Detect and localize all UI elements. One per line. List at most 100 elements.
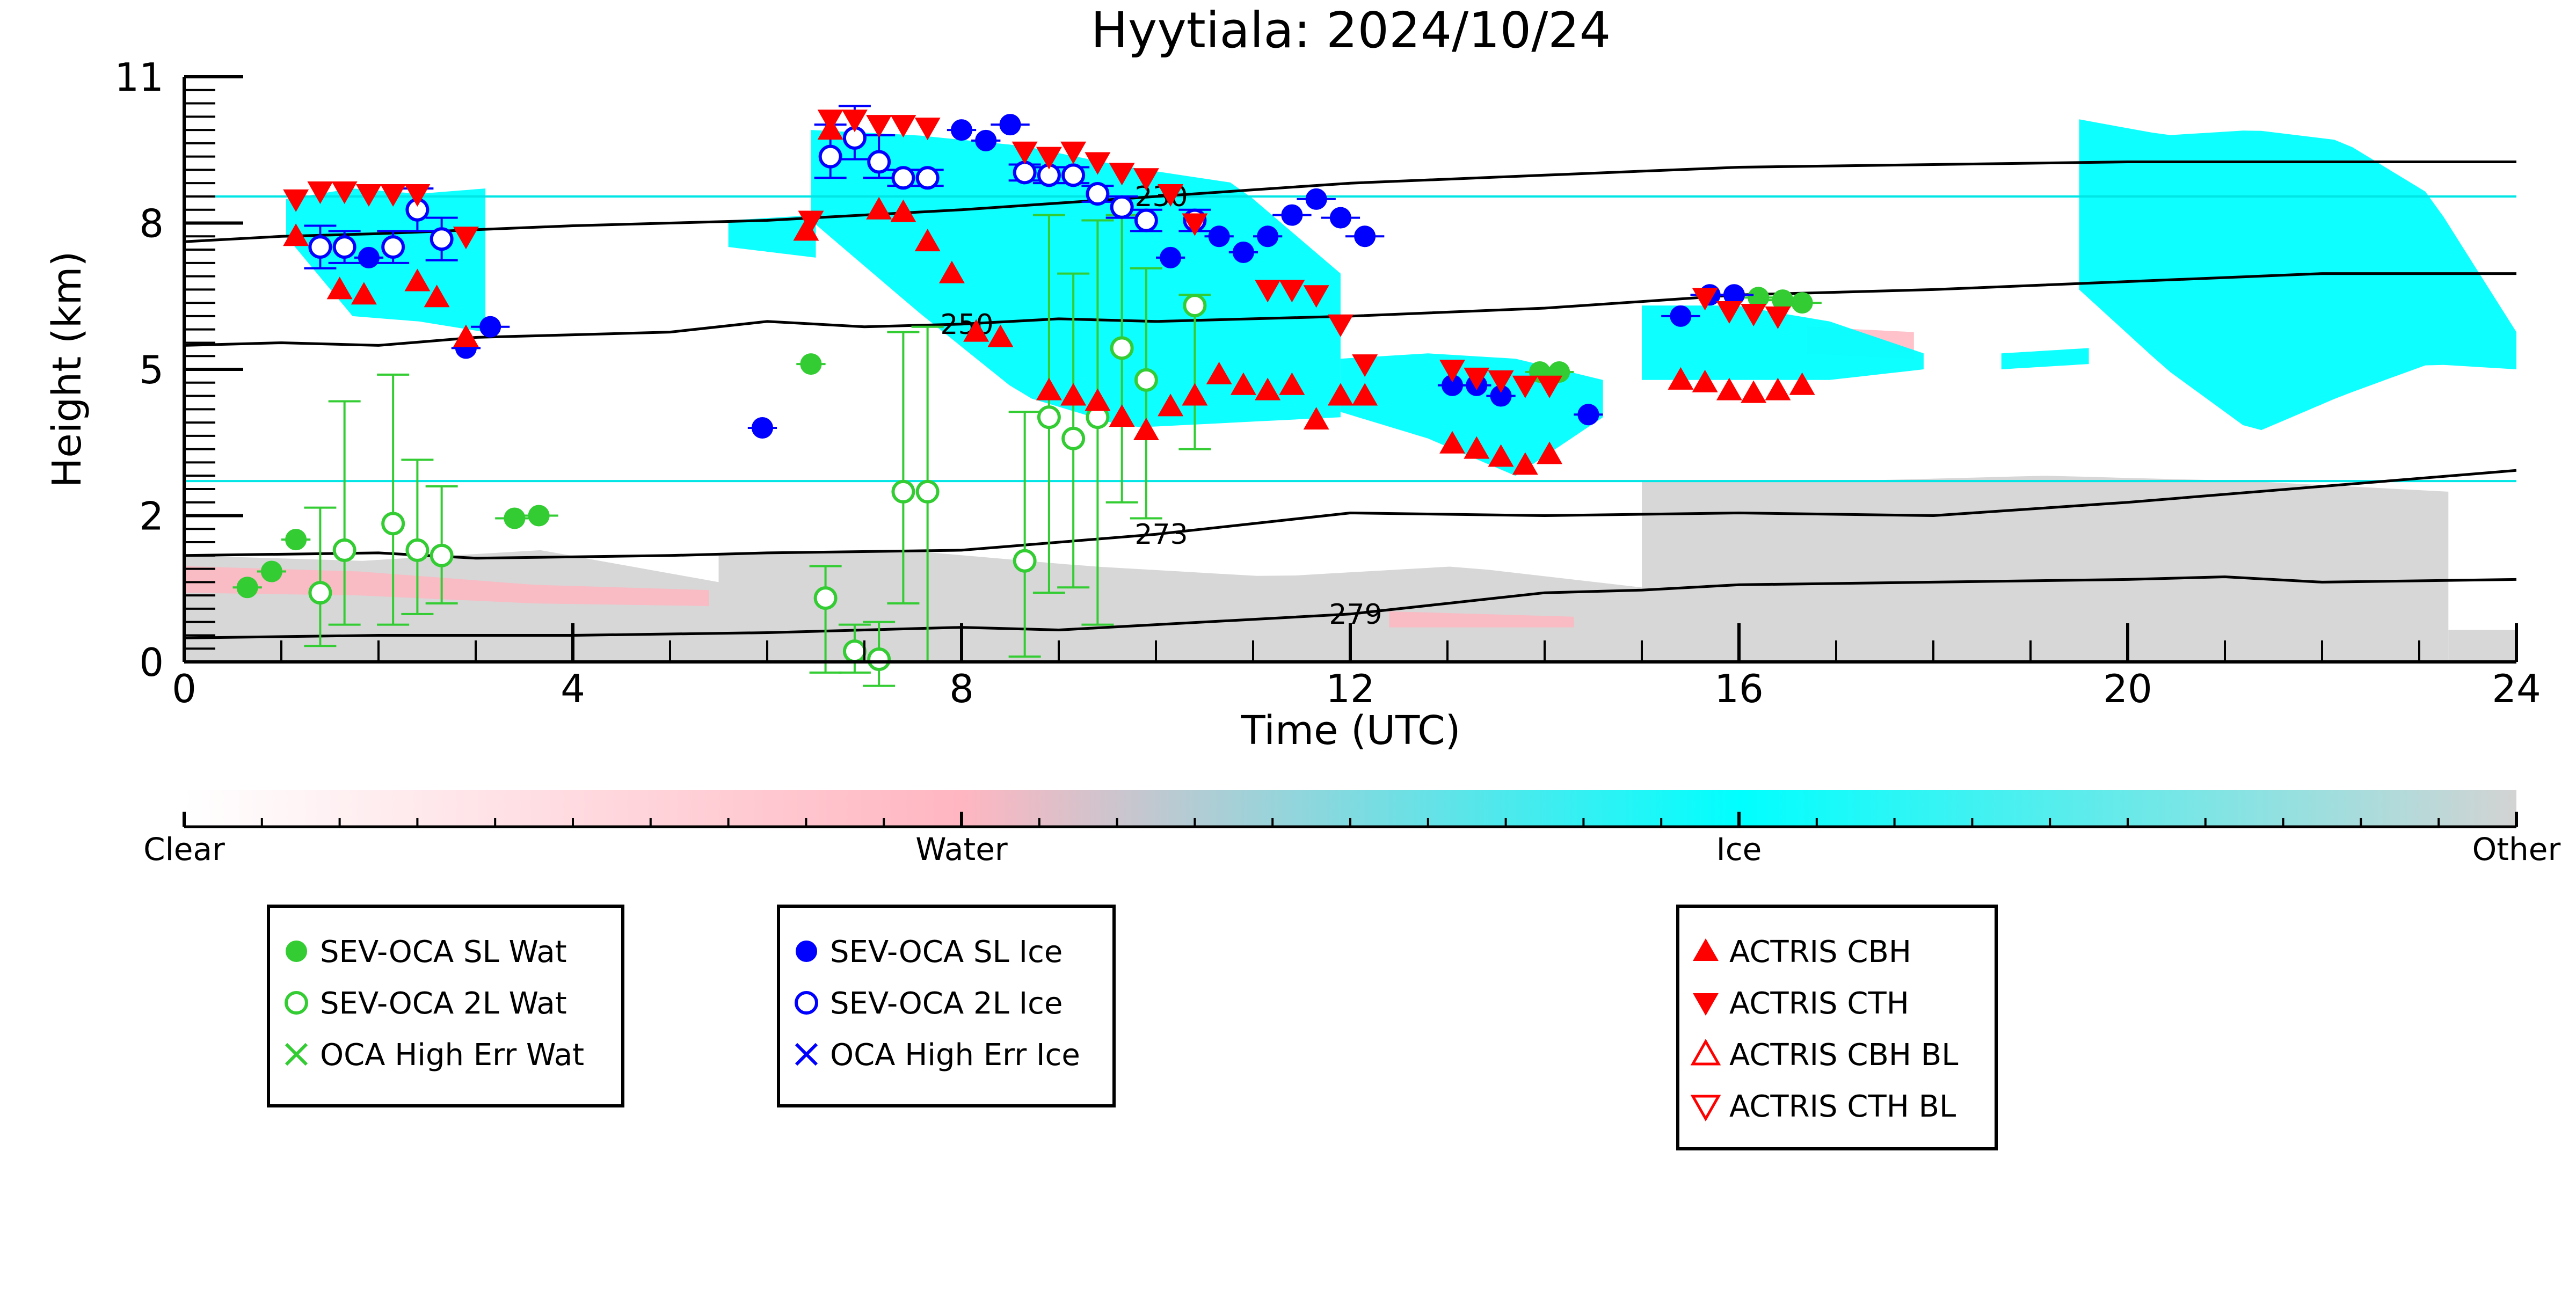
colorbar-label-clear: Clear [143, 831, 225, 868]
actris-cbh-bl-legend-marker [1690, 1038, 1721, 1066]
legend-frame [1676, 905, 1998, 1150]
actris-cbh-point [1439, 431, 1466, 454]
sev-oca-2l-ice-point [818, 144, 842, 169]
sev-oca-2l-ice-point [1013, 161, 1037, 185]
sev-oca-sl-ice-point [975, 129, 997, 151]
oca-high-err-ice-legend-marker [795, 1043, 818, 1066]
chart-title: Hyytiala: 2024/10/24 [1091, 2, 1611, 59]
sev-oca-sl-ice-point [1305, 188, 1327, 210]
sev-oca-sl-wat-legend-marker [286, 941, 307, 962]
actris-cbh-point [1109, 404, 1135, 427]
actris-cbh-point [1741, 380, 1767, 403]
legend-label: ACTRIS CTH BL [1729, 1089, 1956, 1124]
colorbar-label-ice: Ice [1716, 831, 1762, 868]
retrieval-markers [232, 105, 1822, 687]
sev-oca-2l-ice-point [430, 227, 454, 251]
ice-region [811, 130, 1341, 427]
sev-oca-sl-ice-point [358, 246, 380, 268]
actris-cbh-point [1327, 383, 1354, 406]
actris-cbh-point [1537, 441, 1563, 464]
actris-cth-point [283, 189, 309, 212]
legend: SEV-OCA SL Wat SEV-OCA 2L Wat OCA High Err… [267, 905, 1998, 1150]
actris-cth-point [331, 181, 358, 205]
actris-cbh-point [351, 282, 377, 305]
actris-cbh-point [866, 196, 892, 220]
actris-cbh-point [987, 324, 1014, 347]
actris-cbh-point [1488, 444, 1514, 467]
legend-frame [777, 905, 1116, 1107]
sev-oca-sl-ice-point [1329, 207, 1351, 229]
sev-oca-2l-wat-point [381, 512, 405, 536]
actris-cbh-point [1464, 436, 1490, 459]
sev-oca-2l-wat-point [332, 538, 356, 562]
sev-oca-2l-wat-point [1110, 336, 1134, 360]
actris-cth-point [1352, 354, 1378, 377]
actris-cth-point [841, 110, 868, 133]
sev-oca-2l-wat-point [1183, 294, 1207, 318]
classification-colorbar: Clear Water Ice Other [143, 790, 2560, 868]
sev-oca-2l-ice-legend-marker [795, 991, 818, 1015]
water-region [1389, 611, 1574, 628]
other-region [718, 551, 1642, 662]
legend-label: ACTRIS CBH BL [1729, 1038, 1958, 1073]
sev-oca-sl-ice-point [999, 114, 1021, 136]
actris-cbh-point [793, 218, 819, 241]
sev-oca-2l-wat-point [1134, 368, 1158, 392]
actris-cbh-point [1352, 383, 1378, 406]
actris-cbh-point [1255, 377, 1281, 400]
sev-oca-sl-ice-point [951, 119, 972, 141]
x-tick-label: 4 [561, 666, 585, 711]
actris-cbh-point [453, 324, 479, 347]
sev-oca-2l-wat-point [813, 586, 838, 610]
sev-oca-sl-wat-point [260, 560, 282, 582]
actris-cbh-point [326, 276, 353, 300]
sev-oca-sl-wat-point [285, 529, 307, 551]
actris-cth-point [1692, 288, 1718, 311]
actris-cth-point [914, 118, 941, 141]
actris-cbh-point [1765, 377, 1791, 400]
y-axis-label: Height (km) [44, 251, 90, 488]
sev-oca-2l-wat-legend-marker [285, 991, 308, 1015]
other-region [1642, 476, 2449, 662]
isotherm-label: 273 [1134, 519, 1188, 551]
sev-oca-sl-ice-legend-marker [796, 941, 817, 962]
actris-cth-point [380, 184, 406, 207]
legend-label: OCA High Err Wat [320, 1038, 584, 1073]
x-tick-label: 16 [1714, 666, 1764, 711]
sev-oca-sl-ice-point [1208, 225, 1230, 247]
actris-cbh-point [1182, 383, 1208, 406]
actris-cbh-point [914, 229, 941, 252]
sev-oca-2l-wat-point [430, 543, 454, 567]
sev-oca-2l-ice-point [1110, 195, 1134, 219]
cloud-classification-layer [184, 119, 2516, 662]
actris-cth-point [404, 184, 431, 207]
marker-stroke [795, 1043, 818, 1066]
actris-cth-point [307, 181, 333, 205]
y-tick-label: 0 [139, 640, 164, 685]
actris-cth-point [1085, 152, 1111, 175]
sev-oca-2l-wat-point [891, 479, 915, 504]
actris-cth-point [798, 210, 824, 234]
actris-cbh-point [963, 319, 989, 342]
x-axis-label: Time (UTC) [1240, 708, 1460, 754]
legend-frame [267, 905, 624, 1107]
sev-oca-sl-ice-point [1577, 404, 1599, 426]
actris-cth-point [453, 227, 479, 250]
actris-cbh-point [1036, 377, 1062, 400]
x-tick-label: 8 [949, 666, 974, 711]
sev-oca-sl-wat-point [528, 505, 550, 527]
y-tick-label: 11 [114, 55, 164, 100]
sev-oca-sl-wat-point [504, 507, 526, 529]
sev-oca-2l-ice-point [1134, 208, 1158, 232]
y-tick-label: 2 [139, 494, 164, 539]
actris-cth-legend-marker [1693, 993, 1719, 1016]
actris-cth-point [1741, 303, 1767, 326]
actris-cth-point [355, 184, 382, 207]
x-tick-label: 0 [172, 666, 197, 711]
actris-cth-point [890, 115, 916, 138]
isotherm-label: 279 [1329, 599, 1382, 631]
sev-oca-2l-wat-point [308, 581, 332, 605]
sev-oca-sl-wat-point [1791, 292, 1813, 314]
actris-cth-point [1537, 375, 1563, 398]
